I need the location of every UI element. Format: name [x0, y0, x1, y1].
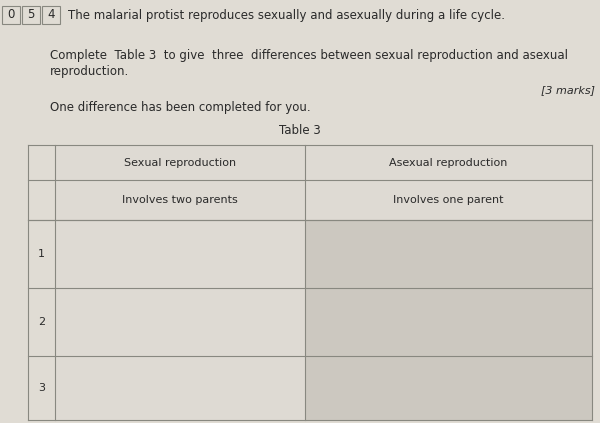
Text: 4: 4: [47, 8, 55, 22]
Text: 5: 5: [28, 8, 35, 22]
Bar: [305, 356, 592, 420]
Text: 0: 0: [7, 8, 14, 22]
Bar: [305, 220, 592, 288]
Bar: [55, 180, 592, 220]
Bar: [55, 220, 305, 288]
Text: Complete  Table 3  to give  three  differences between sexual reproduction and a: Complete Table 3 to give three differenc…: [50, 49, 568, 61]
Text: The malarial protist reproduces sexually and asexually during a life cycle.: The malarial protist reproduces sexually…: [68, 8, 505, 22]
Text: Involves two parents: Involves two parents: [122, 195, 238, 205]
Bar: [55, 145, 592, 180]
Text: Table 3: Table 3: [279, 124, 321, 137]
Bar: [305, 288, 592, 356]
Text: Sexual reproduction: Sexual reproduction: [124, 157, 236, 168]
Bar: [2, 6, 20, 24]
Bar: [55, 288, 305, 356]
Text: [3 marks]: [3 marks]: [541, 85, 595, 95]
Text: 1: 1: [38, 249, 45, 259]
Text: 2: 2: [38, 317, 45, 327]
Text: reproduction.: reproduction.: [50, 66, 129, 79]
Text: 3: 3: [38, 383, 45, 393]
Text: Involves one parent: Involves one parent: [393, 195, 504, 205]
Text: Asexual reproduction: Asexual reproduction: [389, 157, 508, 168]
Bar: [42, 6, 60, 24]
Text: One difference has been completed for you.: One difference has been completed for yo…: [50, 101, 311, 113]
Bar: [55, 356, 305, 420]
Bar: [22, 6, 40, 24]
